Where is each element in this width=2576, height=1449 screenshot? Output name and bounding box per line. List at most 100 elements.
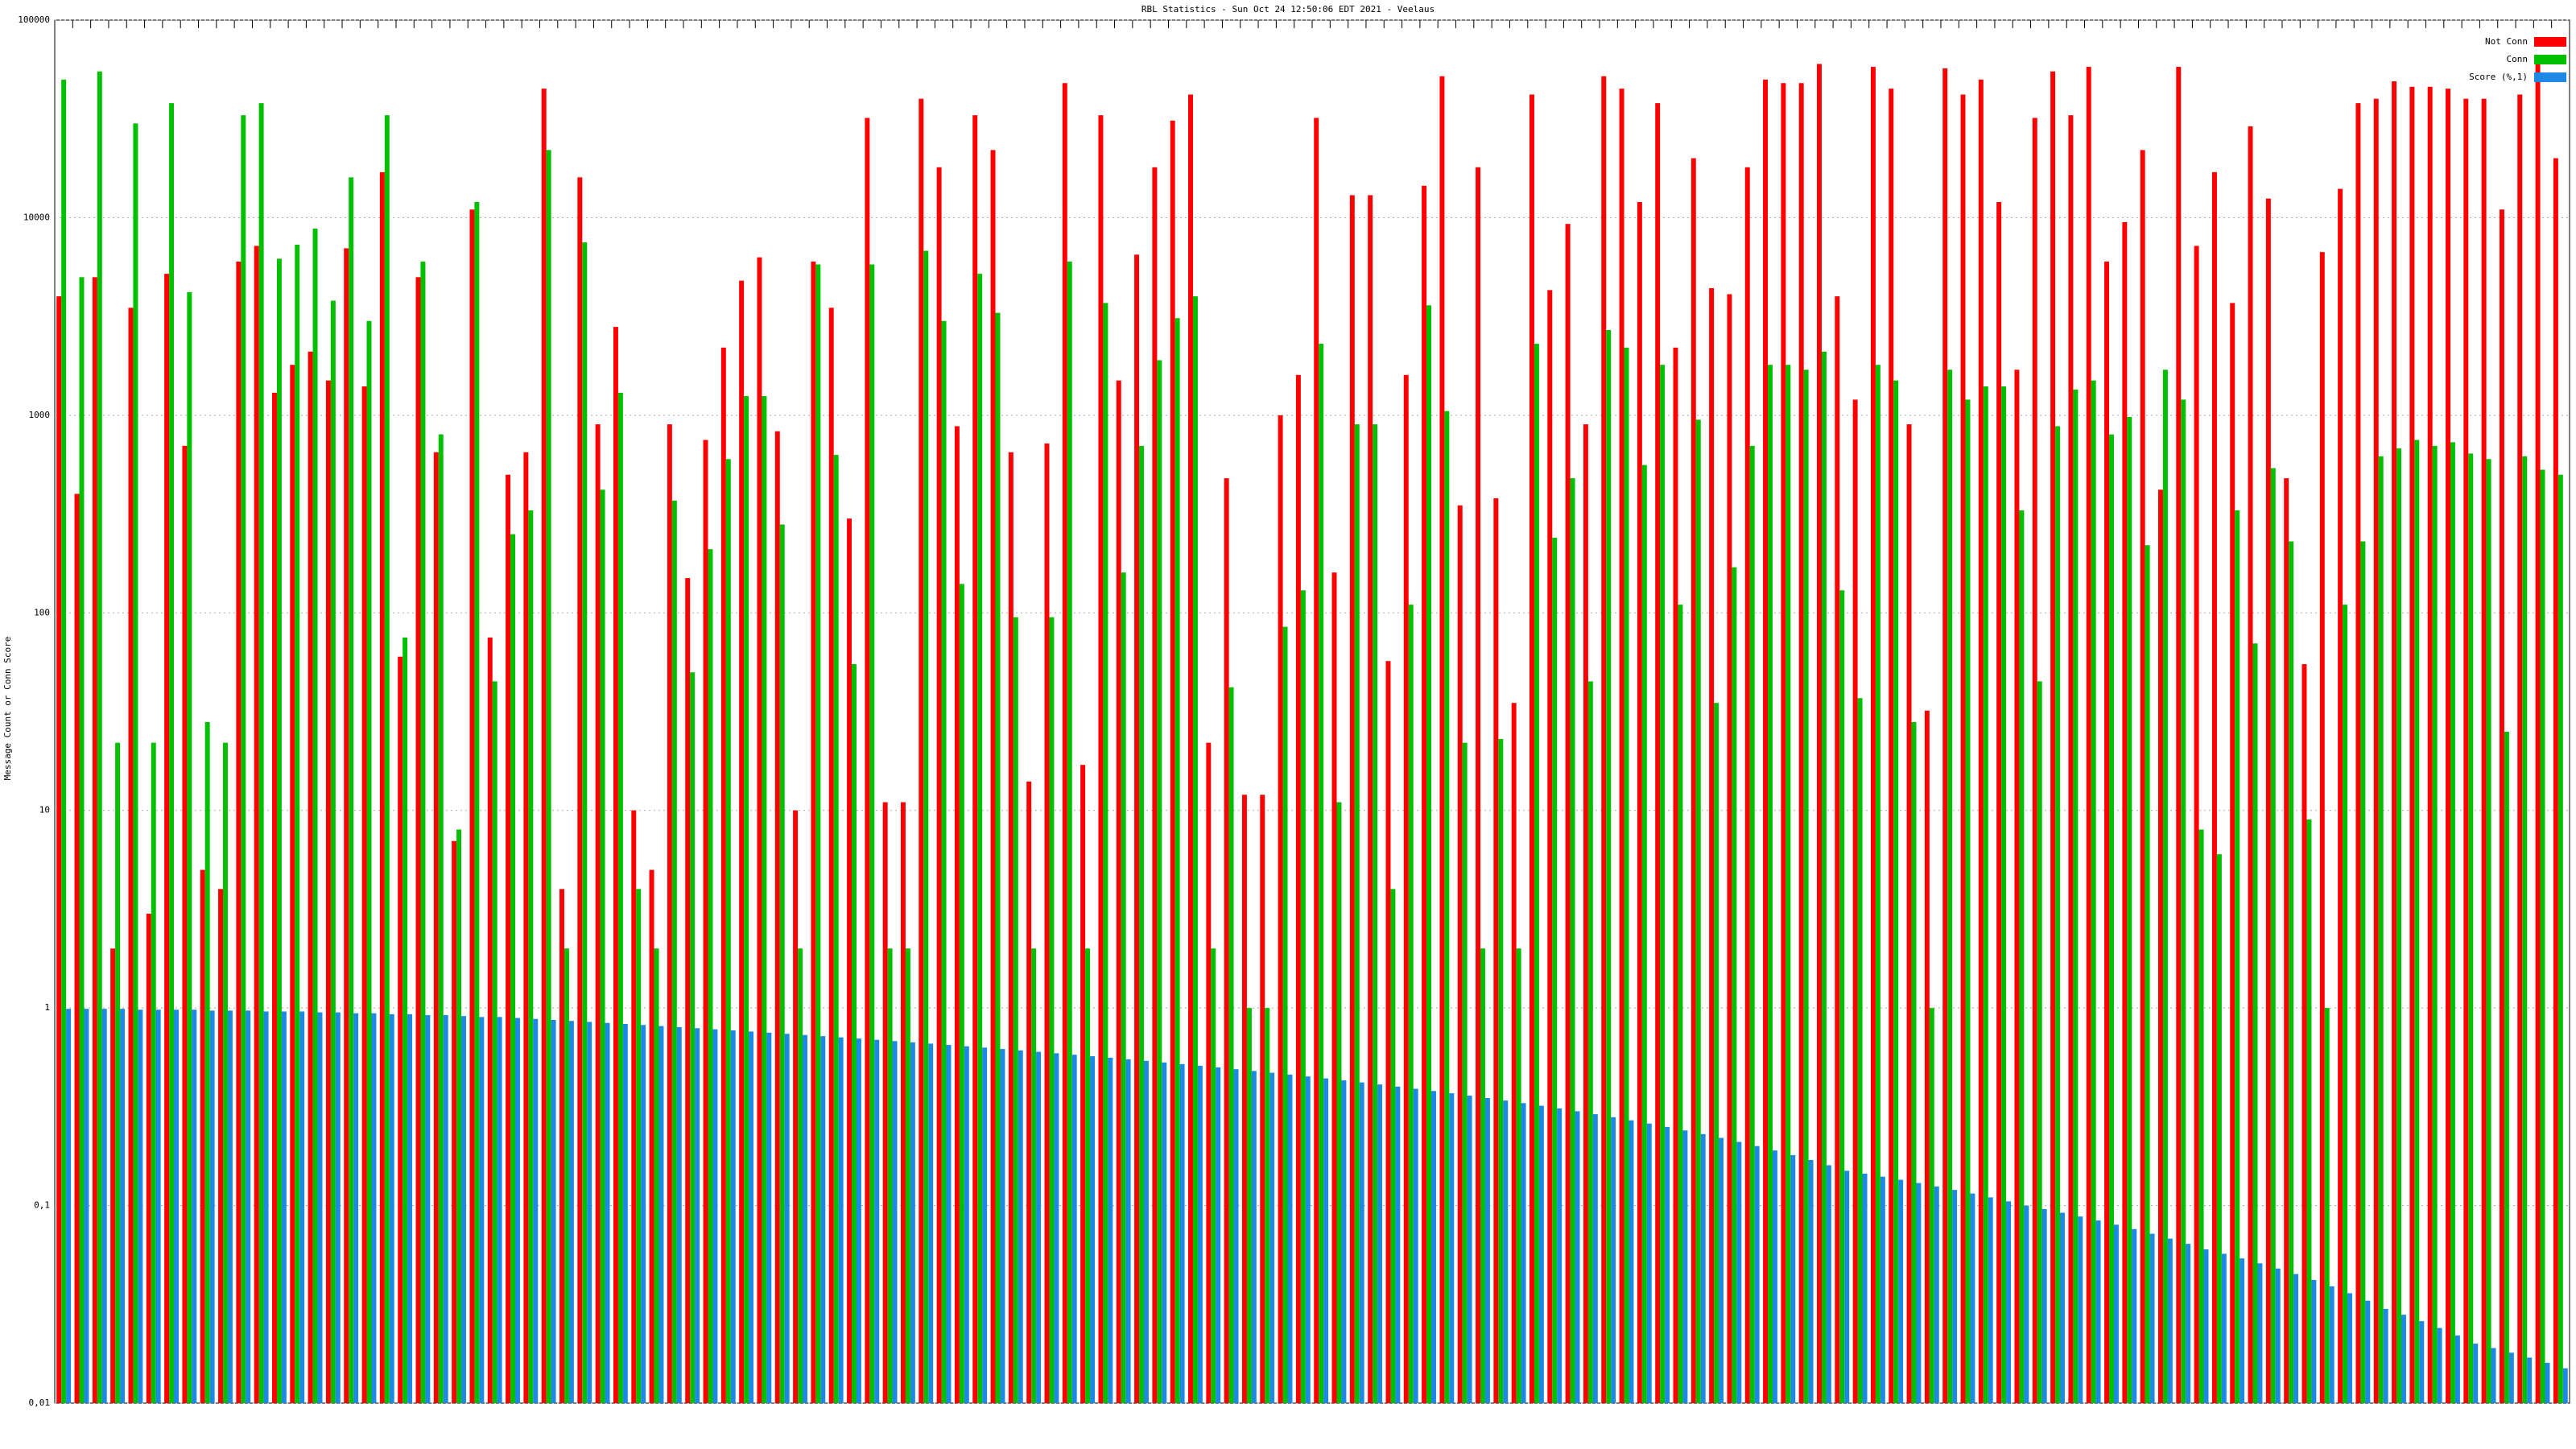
bar <box>1054 1053 1059 1403</box>
bar <box>1071 1055 1077 1403</box>
bar <box>1152 167 1158 1404</box>
bar <box>923 250 929 1404</box>
bar <box>1570 478 1575 1404</box>
bar <box>1044 443 1050 1403</box>
bar <box>115 742 121 1403</box>
bar <box>1422 185 1427 1404</box>
bar <box>1606 329 1612 1403</box>
bar <box>317 1012 323 1403</box>
bar <box>1521 1103 1526 1403</box>
bar <box>1108 1057 1113 1403</box>
bar <box>2324 1008 2330 1403</box>
bar <box>798 948 803 1403</box>
bar <box>995 312 1001 1403</box>
bar <box>1744 167 1750 1404</box>
bar <box>2240 1258 2245 1403</box>
bar <box>1143 1060 1149 1403</box>
bar <box>1498 738 1504 1403</box>
bar <box>977 274 983 1404</box>
bar <box>290 365 295 1404</box>
bar <box>1781 83 1786 1403</box>
bar <box>1116 380 1121 1404</box>
bar <box>1134 254 1140 1403</box>
bar <box>1785 365 1791 1404</box>
bar <box>2127 417 2132 1403</box>
bar <box>874 1039 880 1403</box>
bar <box>730 1030 736 1403</box>
bar <box>1682 1130 1688 1403</box>
bar <box>254 246 259 1404</box>
bar <box>1637 201 1642 1403</box>
bar <box>774 431 780 1403</box>
bar <box>1583 424 1588 1403</box>
bar <box>2176 67 2182 1404</box>
bar <box>1269 1072 1275 1403</box>
bar <box>605 1022 610 1403</box>
bar <box>1049 617 1055 1403</box>
bar <box>749 1031 754 1403</box>
bar <box>1673 347 1678 1403</box>
bar <box>174 1009 179 1403</box>
bar <box>1970 1193 1975 1403</box>
bar <box>587 1022 592 1403</box>
bar <box>1763 79 1769 1404</box>
bar <box>1216 1067 1221 1403</box>
bar <box>295 244 300 1404</box>
bar <box>1390 889 1396 1403</box>
bar <box>1349 195 1355 1403</box>
bar <box>200 869 205 1403</box>
bar <box>1732 567 1737 1403</box>
bar <box>2414 440 2420 1403</box>
bar <box>2019 510 2025 1403</box>
bar <box>2252 643 2258 1403</box>
chart-title: RBL Statistics - Sun Oct 24 12:50:06 EDT… <box>1141 4 1435 14</box>
bar <box>2086 67 2091 1404</box>
bar <box>1085 948 1091 1403</box>
bar <box>420 261 426 1403</box>
bar <box>2450 442 2455 1403</box>
bar <box>959 584 964 1403</box>
bar <box>1875 365 1880 1404</box>
bar <box>1839 590 1845 1403</box>
bar <box>2211 171 2217 1403</box>
bar <box>1575 1111 1580 1403</box>
bar <box>2149 1233 2155 1403</box>
bar <box>2454 1335 2460 1403</box>
bar <box>2158 489 2163 1403</box>
bar <box>2463 98 2469 1403</box>
bar <box>577 177 583 1404</box>
y-tick-label: 10000 <box>23 212 50 222</box>
bar <box>1530 94 1534 1404</box>
bar <box>1503 1100 1509 1403</box>
bar <box>1439 76 1445 1403</box>
bar <box>2365 1300 2371 1403</box>
y-tick-label: 1000 <box>29 410 51 420</box>
bar <box>762 396 767 1404</box>
bar <box>972 115 978 1404</box>
bar <box>1314 118 1319 1404</box>
bar <box>1413 1088 1418 1403</box>
bar <box>1385 661 1391 1403</box>
bar <box>936 167 942 1404</box>
bar <box>1457 505 1463 1403</box>
bar <box>892 1041 898 1403</box>
y-axis-label: Message Count or Conn Score <box>2 637 13 781</box>
bar <box>2522 456 2528 1403</box>
bar <box>564 948 569 1403</box>
bar <box>2553 158 2558 1403</box>
bar <box>1265 1008 1270 1403</box>
bar <box>928 1043 934 1403</box>
bar <box>353 1013 359 1403</box>
bar <box>469 209 475 1403</box>
bar <box>2181 399 2186 1403</box>
bar <box>487 637 493 1403</box>
bar <box>2508 1352 2514 1403</box>
bar <box>1228 687 1234 1403</box>
bar <box>1924 710 1930 1403</box>
bar <box>667 424 672 1403</box>
plot-area <box>54 19 2570 1404</box>
bar <box>744 396 749 1404</box>
bar <box>182 445 188 1403</box>
bar <box>982 1047 988 1403</box>
